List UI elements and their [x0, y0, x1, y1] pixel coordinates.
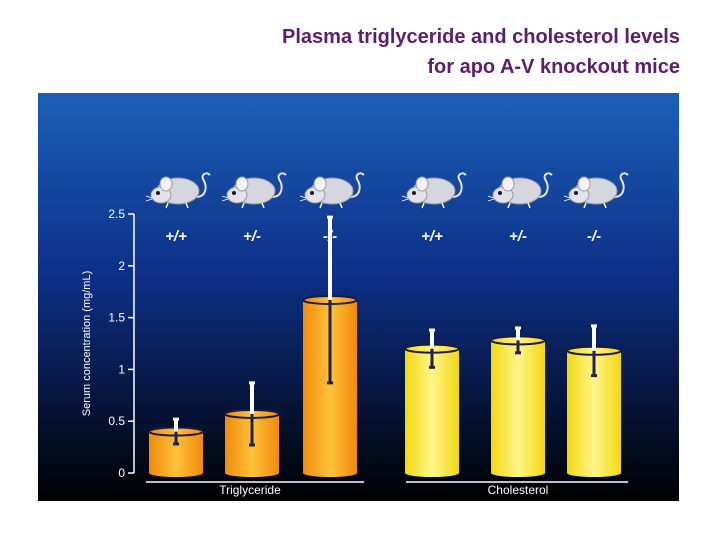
mouse-tail: [451, 172, 467, 198]
mouse-whisker: [299, 198, 307, 202]
mouse-tail: [613, 172, 629, 198]
bar-bottom: [567, 469, 621, 477]
mouse-leg: [241, 202, 245, 209]
mouse-icon: [145, 172, 211, 209]
mouse-leg: [441, 202, 445, 209]
mouse-icon: [299, 172, 365, 209]
bar-bottom: [303, 469, 357, 477]
mouse-icon: [563, 172, 629, 209]
mouse-whisker: [487, 198, 495, 202]
chart-title: Plasma triglyceride and cholesterol leve…: [80, 22, 680, 82]
mouse-icon: [401, 172, 467, 209]
y-tick-label: 1.5: [108, 311, 125, 325]
mouse-leg: [507, 202, 511, 209]
y-tick-label: 1: [118, 362, 125, 376]
mouse-whisker: [487, 195, 495, 199]
mouse-leg: [261, 202, 265, 209]
mouse-whisker: [401, 195, 409, 199]
mouse-eye: [412, 191, 416, 195]
mouse-tail: [195, 172, 211, 198]
mouse-leg: [583, 202, 587, 209]
bar: [490, 326, 546, 477]
y-tick-label: 2.5: [108, 207, 125, 221]
bar-bottom: [405, 469, 459, 477]
bar: [148, 417, 204, 477]
mouse-icon: [221, 172, 287, 209]
mouse-tail: [349, 172, 365, 198]
mouse-ear: [577, 176, 591, 192]
mouse-leg: [603, 202, 607, 209]
y-tick-label: 0: [118, 466, 125, 480]
bar-chart: 0 0.5 1 1.5 2 2.5 Serum concentration (mg/mL) T…: [38, 93, 679, 501]
mouse-ear: [235, 176, 249, 192]
bar: [566, 324, 622, 477]
mouse-whisker: [563, 195, 571, 199]
title-line-1: Plasma triglyceride and cholesterol leve…: [282, 26, 680, 48]
bar-body: [405, 348, 459, 473]
title-line-2: for apo A-V knockout mice: [427, 56, 680, 78]
mouse-eye: [498, 191, 502, 195]
mouse-whisker: [221, 195, 229, 199]
mouse-ear: [313, 176, 327, 192]
bar-bottom: [149, 469, 203, 477]
group-label: Cholesterol: [488, 483, 549, 497]
genotype-label: +/-: [243, 228, 261, 245]
mouse-tail: [537, 172, 553, 198]
y-axis-label: Serum concentration (mg/mL): [81, 271, 93, 417]
mouse-whisker: [299, 195, 307, 199]
mouse-ear: [159, 176, 173, 192]
bar-body: [491, 340, 545, 473]
genotype-label: -/-: [587, 228, 601, 245]
mouse-eye: [574, 191, 578, 195]
bar-bottom: [491, 469, 545, 477]
bar-bottom: [225, 469, 279, 477]
mouse-leg: [421, 202, 425, 209]
mouse-ear: [415, 176, 429, 192]
chart-panel: 0 0.5 1 1.5 2 2.5 Serum concentration (mg/mL) T…: [38, 93, 679, 501]
bar: [224, 381, 280, 477]
genotype-label: +/+: [165, 228, 187, 245]
mouse-eye: [156, 191, 160, 195]
mouse-eye: [232, 191, 236, 195]
y-tick-label: 0.5: [108, 414, 125, 428]
mouse-whisker: [221, 198, 229, 202]
mouse-whisker: [145, 195, 153, 199]
y-tick-label: 2: [118, 259, 125, 273]
mouse-whisker: [145, 198, 153, 202]
mouse-whisker: [401, 198, 409, 202]
mouse-eye: [310, 191, 314, 195]
mouse-tail: [271, 172, 287, 198]
mouse-whisker: [563, 198, 571, 202]
mouse-leg: [165, 202, 169, 209]
mouse-leg: [319, 202, 323, 209]
genotype-label: +/+: [421, 228, 443, 245]
genotype-label: +/-: [509, 228, 527, 245]
group-label: Triglyceride: [219, 483, 281, 497]
mouse-leg: [339, 202, 343, 209]
bar: [404, 328, 460, 477]
mouse-leg: [185, 202, 189, 209]
mouse-leg: [527, 202, 531, 209]
mouse-ear: [501, 176, 515, 192]
bar: [302, 215, 358, 477]
mouse-icon: [487, 172, 553, 209]
